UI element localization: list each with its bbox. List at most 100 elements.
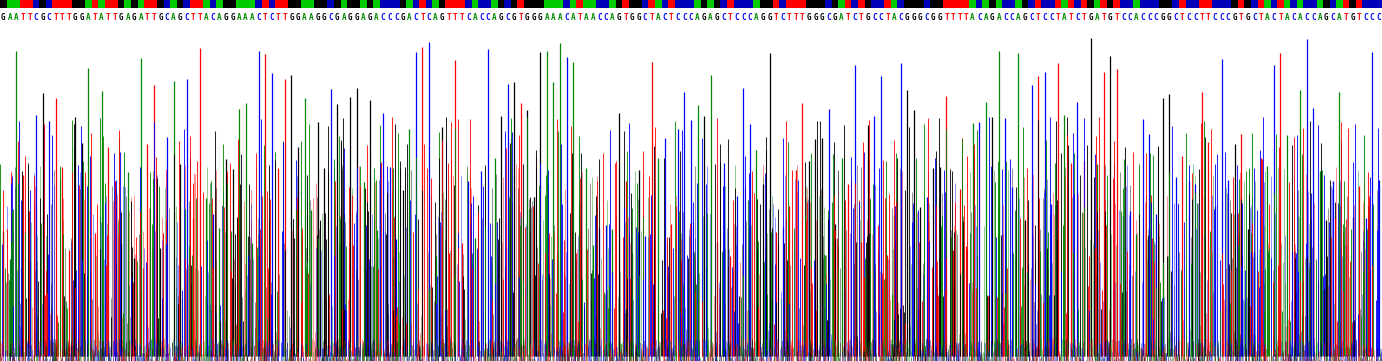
Text: A: A bbox=[492, 13, 496, 22]
Bar bbox=[1219, 0, 1224, 8]
Bar bbox=[464, 0, 471, 8]
Bar bbox=[1179, 0, 1186, 8]
Text: G: G bbox=[616, 13, 622, 22]
Bar bbox=[1054, 0, 1061, 8]
Text: A: A bbox=[473, 13, 477, 22]
Text: G: G bbox=[911, 13, 916, 22]
Bar bbox=[471, 0, 478, 8]
Bar bbox=[557, 0, 564, 8]
Bar bbox=[773, 0, 779, 8]
Text: A: A bbox=[558, 13, 562, 22]
Bar bbox=[1310, 0, 1317, 8]
Bar bbox=[184, 0, 189, 8]
Bar bbox=[1363, 0, 1370, 8]
Bar bbox=[1114, 0, 1119, 8]
Bar bbox=[413, 0, 419, 8]
Text: G: G bbox=[636, 13, 641, 22]
Bar bbox=[741, 0, 746, 8]
Bar bbox=[937, 0, 943, 8]
Text: T: T bbox=[793, 13, 799, 22]
Text: C: C bbox=[735, 13, 739, 22]
Bar bbox=[459, 0, 464, 8]
Text: T: T bbox=[28, 13, 32, 22]
Bar bbox=[1244, 0, 1251, 8]
Text: G: G bbox=[322, 13, 326, 22]
Text: A: A bbox=[303, 13, 307, 22]
Bar bbox=[839, 0, 844, 8]
Bar bbox=[392, 0, 399, 8]
Text: G: G bbox=[289, 13, 294, 22]
Bar bbox=[406, 0, 413, 8]
Bar bbox=[767, 0, 773, 8]
Text: C: C bbox=[1121, 13, 1125, 22]
Text: C: C bbox=[662, 13, 668, 22]
Text: A: A bbox=[86, 13, 91, 22]
Bar bbox=[1323, 0, 1329, 8]
Bar bbox=[878, 0, 884, 8]
Bar bbox=[727, 0, 734, 8]
Text: G: G bbox=[767, 13, 773, 22]
Text: C: C bbox=[741, 13, 746, 22]
Text: C: C bbox=[688, 13, 694, 22]
Bar bbox=[1146, 0, 1153, 8]
Text: G: G bbox=[714, 13, 720, 22]
Text: G: G bbox=[905, 13, 909, 22]
Text: C: C bbox=[1271, 13, 1276, 22]
Bar bbox=[1166, 0, 1172, 8]
Text: T: T bbox=[860, 13, 864, 22]
Bar bbox=[851, 0, 858, 8]
Text: T: T bbox=[886, 13, 890, 22]
Text: A: A bbox=[583, 13, 589, 22]
Text: G: G bbox=[224, 13, 228, 22]
Bar bbox=[1016, 0, 1021, 8]
Text: G: G bbox=[296, 13, 300, 22]
Bar bbox=[983, 0, 990, 8]
Bar bbox=[1126, 0, 1133, 8]
Bar bbox=[439, 0, 445, 8]
Bar bbox=[53, 0, 59, 8]
Text: T: T bbox=[728, 13, 732, 22]
Text: G: G bbox=[158, 13, 163, 22]
Text: G: G bbox=[1161, 13, 1165, 22]
Bar bbox=[694, 0, 701, 8]
Bar bbox=[1212, 0, 1219, 8]
Bar bbox=[308, 0, 314, 8]
Text: A: A bbox=[375, 13, 379, 22]
Text: A: A bbox=[1135, 13, 1139, 22]
Text: T: T bbox=[1357, 13, 1361, 22]
Text: C: C bbox=[1128, 13, 1132, 22]
Text: T: T bbox=[66, 13, 70, 22]
Bar bbox=[236, 0, 242, 8]
Bar bbox=[366, 0, 373, 8]
Text: C: C bbox=[721, 13, 726, 22]
Text: A: A bbox=[970, 13, 974, 22]
Bar bbox=[144, 0, 151, 8]
Text: G: G bbox=[865, 13, 871, 22]
Text: T: T bbox=[1068, 13, 1074, 22]
Bar bbox=[504, 0, 511, 8]
Text: G: G bbox=[40, 13, 44, 22]
Text: G: G bbox=[439, 13, 445, 22]
Text: A: A bbox=[1285, 13, 1289, 22]
Bar bbox=[806, 0, 813, 8]
Bar bbox=[1133, 0, 1140, 8]
Text: A: A bbox=[1338, 13, 1342, 22]
Bar bbox=[576, 0, 583, 8]
Bar bbox=[662, 0, 668, 8]
Text: C: C bbox=[1305, 13, 1309, 22]
Bar bbox=[734, 0, 741, 8]
Bar bbox=[779, 0, 786, 8]
Bar bbox=[1172, 0, 1179, 8]
Text: A: A bbox=[984, 13, 988, 22]
Bar bbox=[943, 0, 949, 8]
Bar bbox=[321, 0, 328, 8]
Text: C: C bbox=[826, 13, 831, 22]
Bar bbox=[1186, 0, 1193, 8]
Bar bbox=[746, 0, 753, 8]
Bar bbox=[229, 0, 236, 8]
Text: A: A bbox=[609, 13, 615, 22]
Bar bbox=[347, 0, 354, 8]
Bar bbox=[786, 0, 792, 8]
Bar bbox=[720, 0, 727, 8]
Text: C: C bbox=[977, 13, 981, 22]
